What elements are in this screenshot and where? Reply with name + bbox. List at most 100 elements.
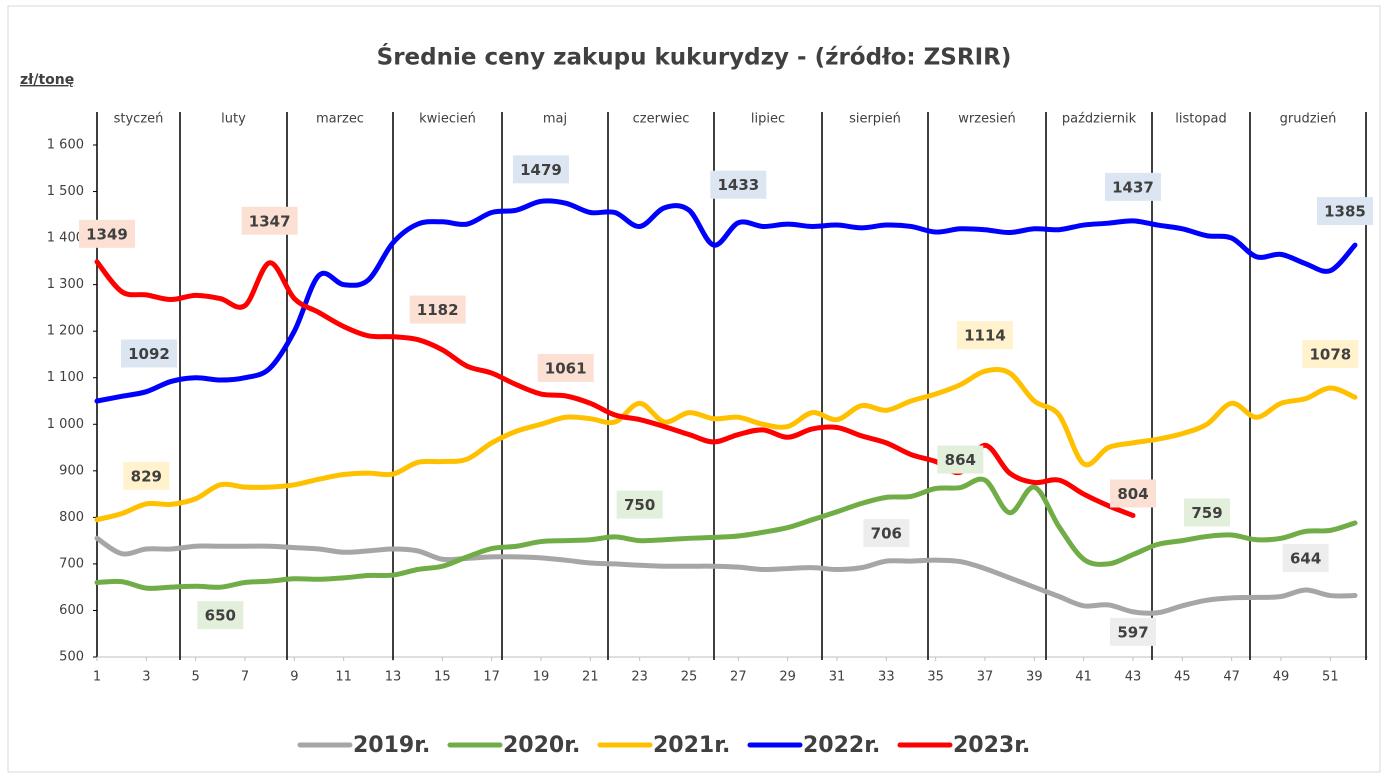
x-tick-label: 39 [1026, 670, 1043, 685]
data-label: 1385 [1324, 203, 1366, 221]
data-label-box [241, 206, 298, 235]
x-tick-label: 31 [829, 670, 846, 685]
data-label: 650 [205, 607, 236, 625]
x-tick-label: 45 [1174, 670, 1191, 685]
data-label: 1182 [417, 301, 459, 319]
y-tick-label: 1 500 [47, 184, 84, 199]
month-label: sierpień [849, 112, 901, 127]
data-label-box [121, 339, 177, 368]
legend-label: 2020r. [503, 733, 580, 758]
data-label-box [616, 490, 663, 519]
x-tick-label: 5 [192, 670, 200, 685]
data-label: 1114 [964, 327, 1006, 345]
x-tick-label: 1 [93, 670, 101, 685]
data-label-box [1302, 339, 1359, 368]
x-tick-label: 49 [1273, 670, 1290, 685]
x-tick-label: 37 [977, 670, 994, 685]
data-label: 1437 [1112, 178, 1154, 196]
y-axis-label: zł/tonę [20, 72, 74, 88]
month-label: wrzesień [958, 112, 1015, 127]
series-line [94, 476, 1358, 591]
data-label: 759 [1191, 504, 1222, 522]
y-tick-label: 500 [59, 650, 84, 665]
month-label: styczeń [114, 112, 164, 127]
chart-title: Średnie ceny zakupu kukurydzy - (źródło:… [377, 43, 1012, 71]
month-label: luty [221, 112, 246, 127]
y-tick-label: 1 300 [47, 277, 84, 292]
x-tick-label: 13 [385, 670, 402, 685]
x-tick-label: 7 [241, 670, 249, 685]
month-label: październik [1062, 112, 1137, 127]
data-label-box [957, 321, 1013, 350]
data-label-box [710, 170, 767, 199]
data-label-box [937, 445, 984, 474]
data-label: 706 [871, 525, 902, 543]
legend-label: 2019r. [353, 733, 430, 758]
data-label-box [409, 295, 466, 324]
x-tick-label: 35 [927, 670, 944, 685]
month-label: marzec [316, 112, 364, 127]
data-label: 750 [624, 496, 655, 514]
legend-label: 2023r. [953, 733, 1030, 758]
y-tick-label: 700 [59, 556, 84, 571]
x-tick-label: 15 [434, 670, 451, 685]
series-line [94, 198, 1358, 404]
data-label-box [79, 219, 135, 248]
x-tick-label: 29 [779, 670, 796, 685]
y-tick-label: 1 100 [47, 370, 84, 385]
y-tick-label: 1 600 [47, 138, 84, 153]
x-tick-label: 47 [1223, 670, 1240, 685]
y-tick-label: 900 [59, 463, 84, 478]
data-label: 644 [1290, 549, 1321, 567]
data-label: 864 [945, 451, 976, 469]
legend-label: 2022r. [803, 733, 880, 758]
y-tick-label: 1 400 [47, 231, 84, 246]
month-label: grudzień [1280, 112, 1337, 127]
data-label: 597 [1117, 623, 1148, 641]
data-label: 1092 [128, 345, 170, 363]
y-tick-label: 600 [59, 603, 84, 618]
data-label-box [1317, 197, 1373, 226]
data-label: 829 [131, 467, 162, 485]
x-tick-label: 23 [631, 670, 648, 685]
month-label: listopad [1175, 112, 1227, 127]
y-tick-label: 1 200 [47, 324, 84, 339]
data-label-box [123, 461, 170, 490]
x-tick-label: 11 [335, 670, 352, 685]
data-label-box [1110, 479, 1156, 508]
data-label-box [863, 519, 910, 548]
series-line [94, 367, 1358, 523]
data-label-box [1282, 543, 1329, 572]
data-label-box [1105, 172, 1161, 201]
data-label: 1061 [545, 359, 587, 377]
data-label-box [1110, 617, 1156, 646]
data-label: 1479 [520, 161, 562, 179]
data-label: 1433 [717, 176, 759, 194]
x-tick-label: 3 [142, 670, 150, 685]
month-label: czerwiec [633, 112, 690, 127]
month-label: maj [543, 112, 567, 127]
series-line [94, 535, 1358, 616]
x-tick-label: 41 [1075, 670, 1092, 685]
y-tick-label: 800 [59, 510, 84, 525]
data-label: 1347 [249, 212, 291, 230]
data-label-box [197, 601, 244, 630]
data-label: 1078 [1309, 345, 1351, 363]
x-tick-label: 25 [681, 670, 698, 685]
x-tick-label: 33 [878, 670, 895, 685]
data-label-box [1184, 498, 1230, 527]
data-label-box [537, 353, 594, 382]
x-tick-label: 43 [1125, 670, 1142, 685]
x-tick-label: 19 [533, 670, 550, 685]
x-tick-label: 21 [582, 670, 599, 685]
data-label: 1349 [86, 225, 128, 243]
data-label: 804 [1117, 485, 1148, 503]
x-tick-label: 27 [730, 670, 747, 685]
x-tick-label: 17 [483, 670, 500, 685]
month-label: kwiecień [419, 112, 476, 127]
data-label-box [513, 155, 569, 184]
x-tick-label: 9 [290, 670, 298, 685]
legend-label: 2021r. [653, 733, 730, 758]
y-tick-label: 1 000 [47, 417, 84, 432]
